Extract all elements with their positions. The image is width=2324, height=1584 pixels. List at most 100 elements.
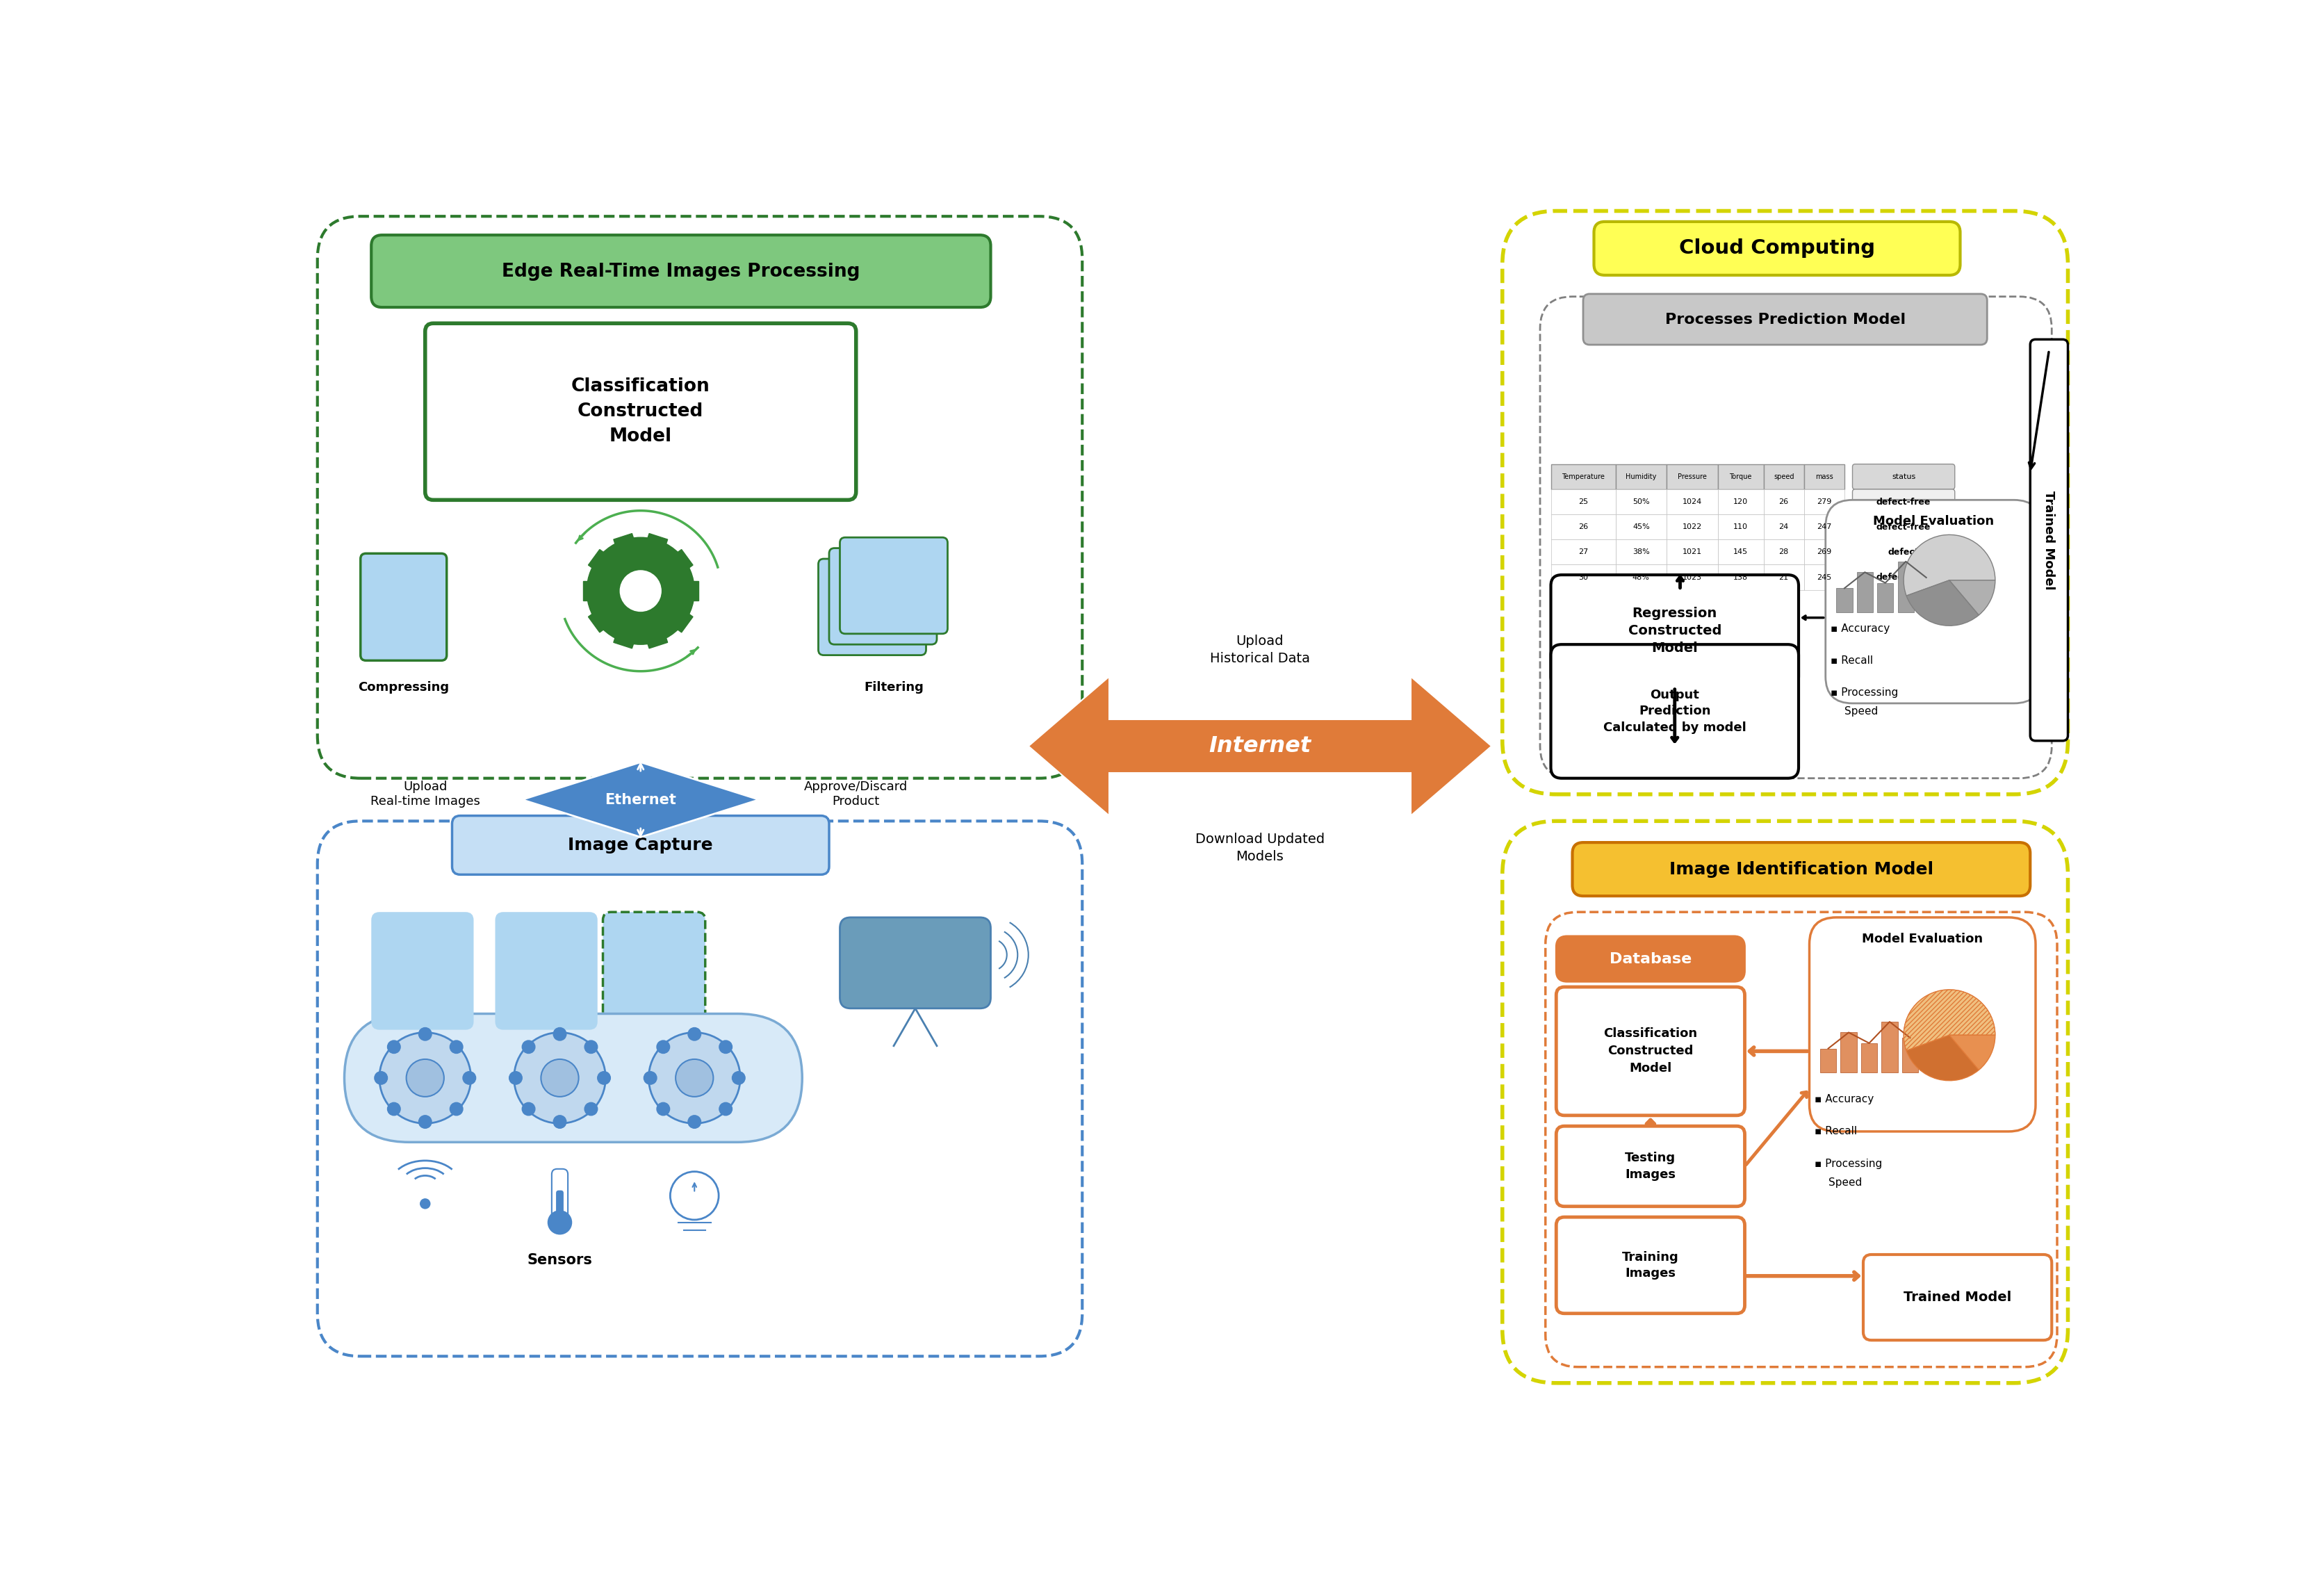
Circle shape: [388, 1041, 400, 1053]
Bar: [1820, 1049, 1836, 1072]
Text: Processes Prediction Model: Processes Prediction Model: [1664, 312, 1906, 326]
Bar: [1615, 515, 1666, 540]
Wedge shape: [1903, 990, 1996, 1050]
Text: 247: 247: [1817, 523, 1831, 531]
Circle shape: [379, 1033, 472, 1123]
Text: 1021: 1021: [1683, 548, 1701, 556]
Circle shape: [418, 1028, 432, 1041]
Circle shape: [374, 1071, 388, 1085]
Bar: [1882, 1022, 1899, 1072]
FancyBboxPatch shape: [1852, 565, 1954, 589]
Text: Pressure: Pressure: [1678, 474, 1706, 480]
Bar: [583, 581, 595, 600]
Text: Torque: Torque: [1729, 474, 1752, 480]
Text: ▪ Accuracy: ▪ Accuracy: [1831, 623, 1889, 634]
FancyBboxPatch shape: [1557, 1126, 1745, 1207]
Text: Image Identification Model: Image Identification Model: [1669, 860, 1934, 878]
Bar: [1615, 489, 1666, 515]
Circle shape: [658, 1041, 669, 1053]
Text: ⚙: ⚙: [627, 577, 653, 605]
FancyBboxPatch shape: [1852, 515, 1954, 540]
Circle shape: [621, 570, 660, 611]
Bar: [1862, 1044, 1878, 1072]
Text: Internet: Internet: [1208, 735, 1311, 757]
Circle shape: [658, 1102, 669, 1115]
Bar: [1550, 489, 1615, 515]
Bar: [1717, 515, 1764, 540]
Circle shape: [586, 1041, 597, 1053]
Text: ▪ Recall: ▪ Recall: [1815, 1126, 1857, 1137]
Text: Upload
Historical Data: Upload Historical Data: [1211, 635, 1311, 665]
Text: Regression
Constructed
Model: Regression Constructed Model: [1629, 607, 1722, 656]
Bar: [1666, 464, 1717, 489]
Text: 26: 26: [1578, 523, 1587, 531]
Bar: [588, 550, 611, 572]
Bar: [1764, 489, 1803, 515]
Bar: [1764, 540, 1803, 565]
Circle shape: [553, 1028, 567, 1041]
Text: 24: 24: [1778, 523, 1789, 531]
Bar: [1764, 464, 1803, 489]
Circle shape: [388, 1102, 400, 1115]
Text: Testing
Images: Testing Images: [1624, 1152, 1676, 1180]
Bar: [1666, 540, 1717, 565]
FancyBboxPatch shape: [555, 1190, 565, 1223]
Text: Sensors: Sensors: [528, 1253, 593, 1267]
Text: 1022: 1022: [1683, 523, 1701, 531]
FancyBboxPatch shape: [1852, 489, 1954, 515]
Text: ▪ Processing: ▪ Processing: [1831, 687, 1899, 699]
FancyBboxPatch shape: [2031, 339, 2068, 741]
Circle shape: [421, 1199, 430, 1209]
Circle shape: [688, 1115, 702, 1128]
FancyBboxPatch shape: [425, 323, 855, 501]
Text: Approve/Discard
Product: Approve/Discard Product: [804, 781, 909, 808]
Bar: [646, 534, 667, 551]
FancyBboxPatch shape: [839, 917, 990, 1009]
Text: Image Capture: Image Capture: [567, 836, 713, 854]
Wedge shape: [1903, 535, 1996, 596]
Bar: [1901, 1038, 1917, 1072]
FancyBboxPatch shape: [1827, 501, 2040, 703]
FancyBboxPatch shape: [1594, 222, 1959, 276]
Circle shape: [648, 1033, 741, 1123]
Text: ▪ Processing: ▪ Processing: [1815, 1158, 1882, 1169]
Text: Edge Real-Time Images Processing: Edge Real-Time Images Processing: [502, 263, 860, 280]
FancyBboxPatch shape: [1550, 645, 1799, 778]
FancyBboxPatch shape: [551, 1169, 567, 1223]
Text: 30: 30: [1578, 573, 1587, 581]
Text: 110: 110: [1734, 523, 1748, 531]
FancyBboxPatch shape: [839, 537, 948, 634]
Circle shape: [523, 1041, 535, 1053]
Text: 28: 28: [1778, 548, 1789, 556]
Circle shape: [407, 1060, 444, 1096]
Text: Model Evaluation: Model Evaluation: [1873, 515, 1994, 527]
Bar: [672, 610, 693, 632]
Circle shape: [597, 1071, 611, 1085]
Text: Training
Images: Training Images: [1622, 1251, 1678, 1280]
Text: 50%: 50%: [1631, 499, 1650, 505]
Bar: [1717, 565, 1764, 589]
Text: 1023: 1023: [1683, 573, 1701, 581]
Text: ▪ Accuracy: ▪ Accuracy: [1815, 1095, 1873, 1104]
Bar: [1717, 464, 1764, 489]
Circle shape: [553, 1115, 567, 1128]
FancyBboxPatch shape: [1864, 1255, 2052, 1340]
Circle shape: [548, 1210, 572, 1234]
FancyBboxPatch shape: [1557, 987, 1745, 1115]
Text: Classification
Constructed
Model: Classification Constructed Model: [572, 377, 711, 445]
Text: Model Evaluation: Model Evaluation: [1862, 933, 1982, 946]
Text: defect-free: defect-free: [1875, 497, 1931, 507]
Text: speed: speed: [1773, 474, 1794, 480]
FancyBboxPatch shape: [1550, 575, 1799, 687]
Text: 279: 279: [1817, 499, 1831, 505]
Polygon shape: [1030, 676, 1492, 816]
Text: Speed: Speed: [1845, 706, 1878, 716]
Bar: [1764, 565, 1803, 589]
Bar: [646, 630, 667, 648]
Bar: [1550, 565, 1615, 589]
FancyBboxPatch shape: [372, 912, 474, 1030]
Text: 120: 120: [1734, 499, 1748, 505]
Bar: [1803, 515, 1845, 540]
Text: Trained Model: Trained Model: [1903, 1291, 2013, 1304]
FancyBboxPatch shape: [1557, 1217, 1745, 1313]
